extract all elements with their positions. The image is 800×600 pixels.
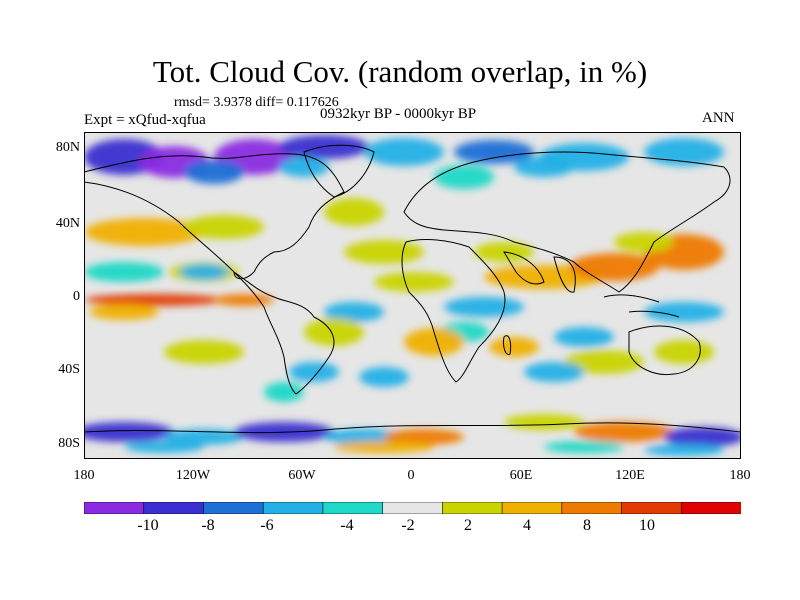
colorbar-label: -4 [340,517,354,534]
anomaly-patch [84,294,224,306]
anomaly-patch [324,302,384,322]
anomaly-patch [214,294,274,306]
colorbar-label: 8 [583,517,591,534]
lon-label-180w: 180 [73,468,95,483]
anomaly-patch [644,444,724,456]
lon-label-120w: 120W [175,468,211,483]
anomaly-patch [554,327,614,347]
colorbar-label: 4 [523,517,531,534]
anomaly-patch [544,441,624,453]
experiment-label: Expt = xQfud-xqfua [84,112,206,128]
anomaly-patch [574,422,674,442]
anomaly-patch [444,297,524,317]
anomaly-patch [569,253,659,281]
anomaly-patch [164,429,244,445]
lat-label-80s: 80S [58,436,80,451]
chart-title: Tot. Cloud Cov. (random overlap, in %) [152,54,648,89]
colorbar-label: -10 [137,517,159,534]
colorbar-label: 10 [639,517,655,534]
colorbar [84,502,741,514]
colorbar-label: -2 [401,517,415,534]
colorbar-swatch [561,502,623,514]
anomaly-patch [304,318,364,346]
coastlines [84,144,741,434]
anomaly-patch [644,302,724,322]
colorbar-swatch [262,502,324,514]
colorbar-swatch [143,502,205,514]
map-frame [84,132,741,459]
cloud-cover-map [84,132,741,459]
anomaly-patch [664,427,741,447]
colorbar-label: -8 [201,517,215,534]
anomaly-patch [184,215,264,239]
anomaly-patch [454,140,534,164]
lat-label-40n: 40N [55,216,80,231]
colorbar-swatch [382,502,444,514]
anomaly-patch [344,240,424,264]
lon-label-60e: 60E [509,468,533,483]
lon-label-120e: 120E [615,468,645,483]
season-label: ANN [702,110,735,126]
anomaly-patch [374,272,454,292]
lon-label-0: 0 [407,468,415,483]
anomaly-patch [564,350,644,374]
anomaly-patch [364,138,444,166]
lon-label-180e: 180 [729,468,751,483]
colorbar-swatch [680,502,741,514]
colorbar-swatch [322,502,384,514]
colorbar-swatch [84,502,145,514]
anomaly-patch [279,157,329,177]
lon-label-60w: 60W [288,468,316,483]
anomaly-patch [179,264,229,280]
colorbar-swatch [442,502,503,514]
anomaly-patch [654,340,714,364]
anomaly-patch [324,198,384,226]
anomaly-patch [384,429,464,445]
colorbar-label: -6 [260,517,274,534]
anomaly-patch [489,337,539,357]
lat-label-0: 0 [73,289,80,304]
anomaly-patch [359,367,409,387]
anomaly-patch [334,441,434,453]
anomaly-patch [89,304,159,320]
anomaly-patch [164,340,244,364]
anomaly-field [84,135,741,456]
lat-label-80n: 80N [55,140,80,155]
anomaly-patch [184,160,244,184]
lat-label-40s: 40S [58,362,80,377]
anomaly-patch [514,157,574,177]
colorbar-label: 2 [464,517,472,534]
anomaly-patch [434,165,494,189]
anomaly-patch [504,414,584,430]
anomaly-patch [124,441,204,453]
colorbar-swatch [203,502,264,514]
stats-text: rmsd= 3.9378 diff= 0.117626 [174,95,339,110]
anomaly-patch [84,422,174,442]
anomaly-patch [264,382,304,402]
colorbar-swatch [621,502,683,514]
anomaly-patch [614,232,674,252]
anomaly-patch [84,262,164,282]
anomaly-patch [524,362,584,382]
anomaly-patch [84,218,204,246]
anomaly-patch [404,328,464,356]
anomaly-patch [289,362,339,382]
colorbar-swatch [501,502,563,514]
period-label: 0932kyr BP - 0000kyr BP [320,106,477,122]
